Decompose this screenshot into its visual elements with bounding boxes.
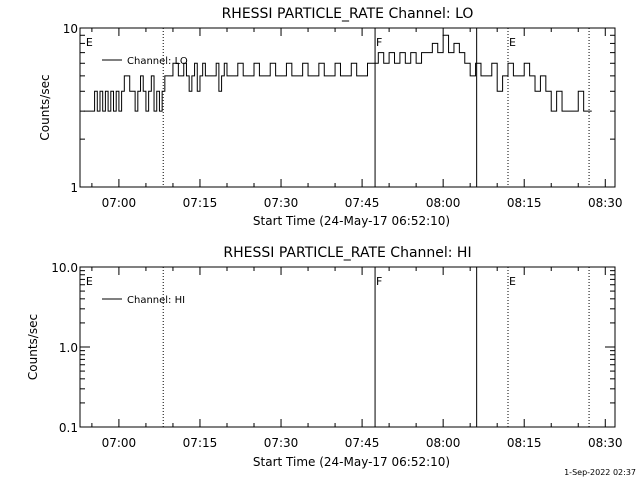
y-tick-label: 0.1 [59,421,78,435]
x-tick-label: 07:30 [264,196,299,210]
flag-letter: E [509,275,516,288]
y-tick-label: 1 [70,181,78,195]
chart-title: RHESSI PARTICLE_RATE Channel: HI [223,245,471,261]
x-tick-label: 08:15 [507,196,542,210]
flag-letter: F [376,36,382,49]
y-axis-label: Counts/sec [38,74,52,140]
x-tick-label: 08:30 [588,436,623,450]
flag-letter: E [86,36,93,49]
plot-frame [79,266,616,428]
x-tick-label: 08:00 [426,196,461,210]
hi-channel-panel: RHESSI PARTICLE_RATE Channel: HI Counts/s… [26,245,623,469]
flag-letter: E [509,36,516,49]
legend-label: Channel: HI [127,295,185,306]
y-axis-label: Counts/sec [26,314,40,380]
x-tick-label: 07:15 [183,196,218,210]
x-axis-label: Start Time (24-May-17 06:52:10) [253,214,450,228]
x-tick-label: 07:00 [102,196,137,210]
x-tick-label: 08:15 [507,436,542,450]
chart-title: RHESSI PARTICLE_RATE Channel: LO [222,6,474,22]
x-tick-label: 07:30 [264,436,299,450]
x-tick-label: 08:00 [426,436,461,450]
flag-letter: F [376,275,382,288]
x-tick-label: 08:30 [588,196,623,210]
x-tick-label: 07:45 [345,196,380,210]
y-tick-label: 10 [63,22,78,36]
x-tick-label: 07:45 [345,436,380,450]
x-tick-label: 07:00 [102,436,137,450]
y-tick-label: 10.0 [51,261,78,275]
legend-label: Channel: LO [127,56,188,67]
y-tick-label: 1.0 [59,341,78,355]
x-tick-label: 07:15 [183,436,218,450]
flag-letter: E [86,275,93,288]
x-axis-label: Start Time (24-May-17 06:52:10) [253,455,450,469]
lo-channel-panel: RHESSI PARTICLE_RATE Channel: LO Counts/s… [38,6,623,228]
date-stamp: 1-Sep-2022 02:37 [564,468,636,477]
series-line [83,34,592,112]
plot-frame [79,27,616,188]
